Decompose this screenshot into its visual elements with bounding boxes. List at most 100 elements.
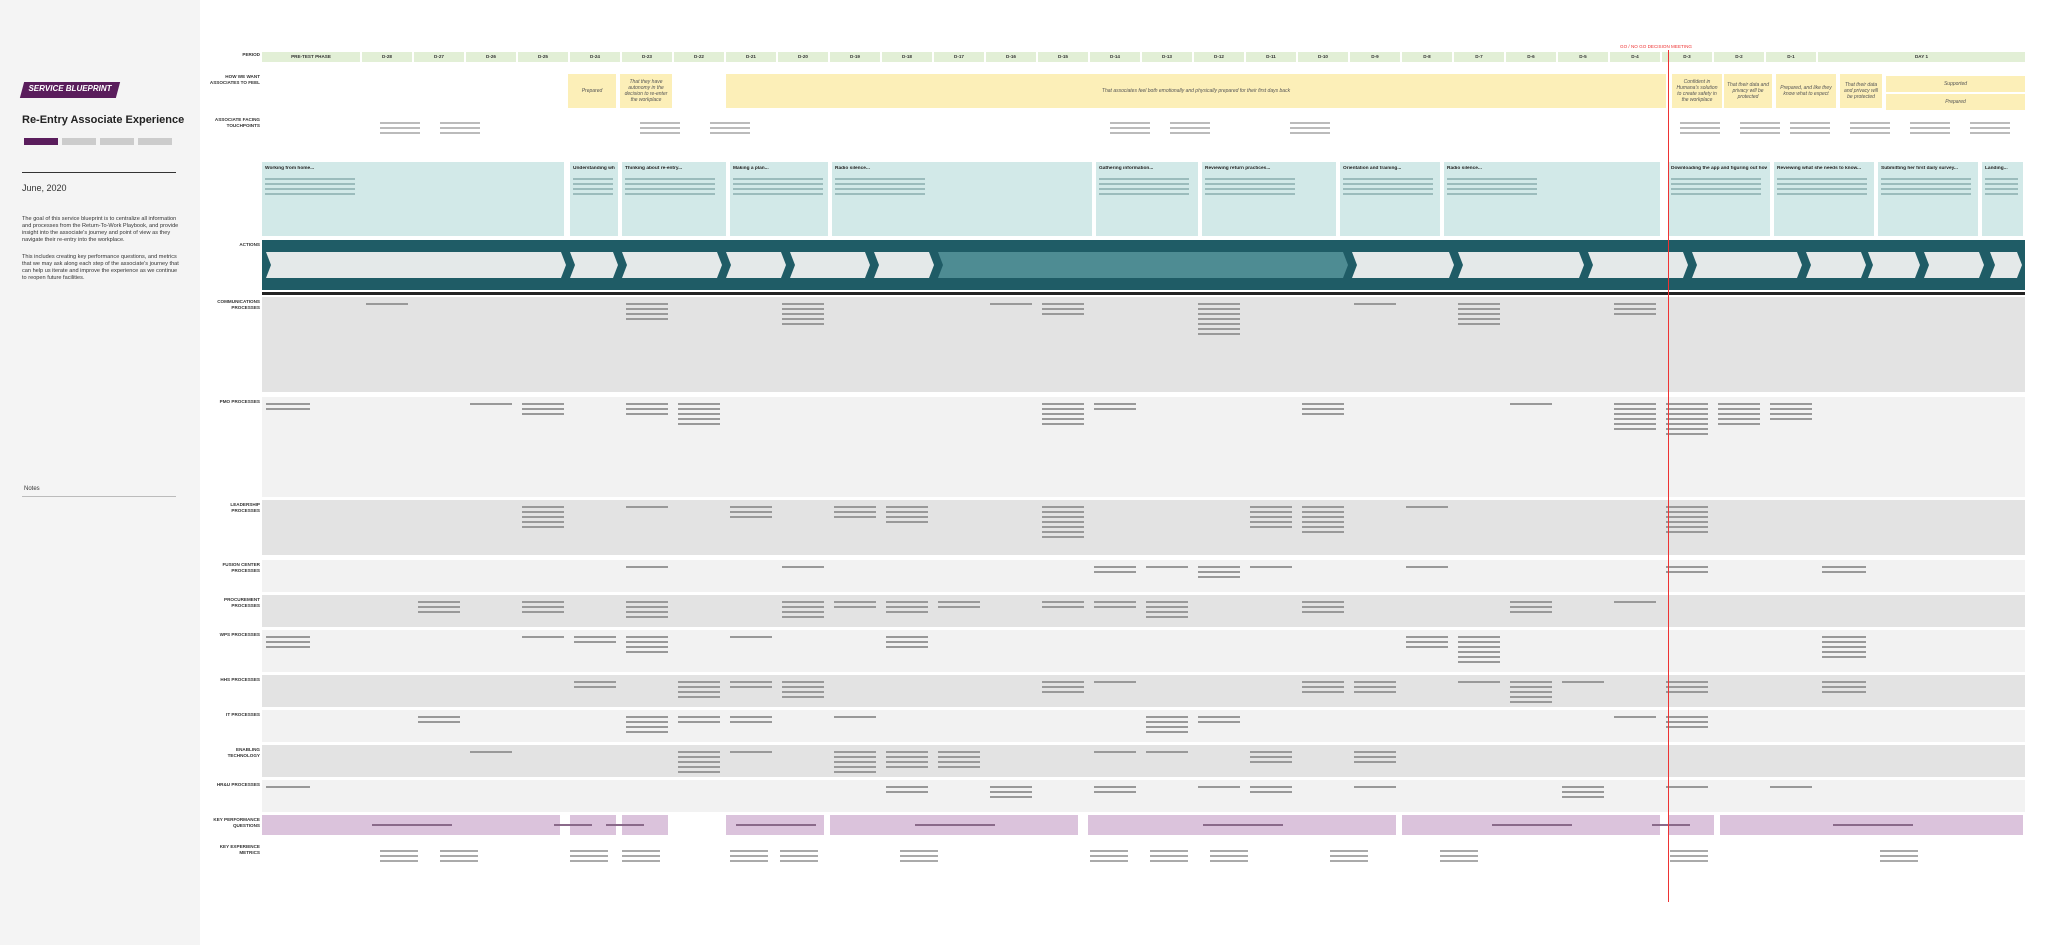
- process-line: [1146, 616, 1188, 618]
- feel-note: Prepared: [1886, 94, 2025, 110]
- touchpoint-line: [1680, 122, 1720, 124]
- touchpoint-line: [1850, 127, 1890, 129]
- kpq-line: [554, 824, 592, 826]
- process-line: [1250, 756, 1292, 758]
- process-line: [1094, 566, 1136, 568]
- story-heading: Reviewing what she needs to know...: [1777, 166, 1862, 171]
- process-line: [1094, 408, 1136, 410]
- story-line: [1671, 188, 1761, 190]
- metric-line: [570, 855, 608, 857]
- process-line: [1614, 408, 1656, 410]
- lane: [262, 397, 2025, 497]
- kpq-line: [1832, 824, 1913, 826]
- process-line: [678, 716, 720, 718]
- process-line: [1822, 566, 1866, 568]
- process-line: [1666, 408, 1708, 410]
- process-line: [886, 766, 928, 768]
- process-line: [1042, 413, 1084, 415]
- period: D-7: [1454, 52, 1504, 62]
- decision-label: GO / NO GO DECISION MEETING: [1620, 44, 1692, 49]
- process-line: [626, 606, 668, 608]
- metric-line: [1210, 855, 1248, 857]
- process-line: [574, 641, 616, 643]
- kpq-box: [622, 815, 668, 835]
- touchpoint-line: [1110, 122, 1150, 124]
- process-line: [1510, 611, 1552, 613]
- action-step: [1924, 252, 1984, 278]
- process-line: [266, 641, 310, 643]
- process-line: [678, 413, 720, 415]
- kpq-box: [570, 815, 616, 835]
- process-line: [1250, 761, 1292, 763]
- process-line: [1458, 636, 1500, 638]
- period: D-15: [1038, 52, 1088, 62]
- process-line: [1614, 423, 1656, 425]
- process-line: [1146, 606, 1188, 608]
- row-label: KEY EXPERIENCE METRICS: [219, 844, 260, 855]
- process-line: [1510, 403, 1552, 405]
- story-line: [1205, 193, 1295, 195]
- period: D-27: [414, 52, 464, 62]
- metric-line: [1090, 860, 1128, 862]
- story-card: [1096, 162, 1198, 236]
- period: D-13: [1142, 52, 1192, 62]
- process-line: [886, 791, 928, 793]
- process-line: [1614, 303, 1656, 305]
- process-line: [418, 601, 460, 603]
- process-line: [1822, 641, 1866, 643]
- process-line: [626, 636, 668, 638]
- story-line: [1881, 178, 1971, 180]
- story-line: [733, 183, 823, 185]
- process-line: [1666, 716, 1708, 718]
- process-line: [1666, 423, 1708, 425]
- touchpoint-line: [1970, 127, 2010, 129]
- process-line: [470, 403, 512, 405]
- process-line: [522, 506, 564, 508]
- sidebar: SERVICE BLUEPRINT Re-Entry Associate Exp…: [0, 0, 200, 945]
- process-line: [1146, 611, 1188, 613]
- process-line: [1718, 403, 1760, 405]
- metric-line: [1880, 855, 1918, 857]
- process-line: [1354, 761, 1396, 763]
- touchpoint-line: [1910, 132, 1950, 134]
- process-line: [678, 681, 720, 683]
- process-line: [626, 413, 668, 415]
- process-line: [834, 756, 876, 758]
- action-step: [1868, 252, 1920, 278]
- process-line: [1354, 751, 1396, 753]
- process-line: [418, 721, 460, 723]
- row-label: LEADERSHIP PROCESSES: [230, 502, 260, 513]
- process-line: [782, 308, 824, 310]
- process-line: [1354, 691, 1396, 693]
- action-step: [874, 252, 934, 278]
- story-line: [573, 183, 613, 185]
- metric-line: [900, 860, 938, 862]
- process-line: [1042, 606, 1084, 608]
- process-line: [1666, 726, 1708, 728]
- process-line: [1510, 601, 1552, 603]
- action-step: [1352, 252, 1454, 278]
- process-line: [782, 616, 824, 618]
- process-line: [678, 766, 720, 768]
- metric-line: [1670, 855, 1708, 857]
- process-line: [1458, 318, 1500, 320]
- process-line: [1302, 531, 1344, 533]
- story-card: [622, 162, 726, 236]
- story-line: [625, 193, 715, 195]
- story-line: [1099, 193, 1189, 195]
- metric-line: [900, 855, 938, 857]
- period: D-1: [1766, 52, 1816, 62]
- story-line: [1985, 188, 2018, 190]
- lane: [262, 675, 2025, 707]
- touchpoint-line: [1170, 132, 1210, 134]
- process-line: [1614, 308, 1656, 310]
- metric-line: [730, 850, 768, 852]
- story-line: [1447, 188, 1537, 190]
- process-line: [418, 606, 460, 608]
- process-line: [1666, 526, 1708, 528]
- metric-line: [1330, 855, 1368, 857]
- process-line: [1354, 786, 1396, 788]
- process-line: [1822, 681, 1866, 683]
- process-line: [522, 521, 564, 523]
